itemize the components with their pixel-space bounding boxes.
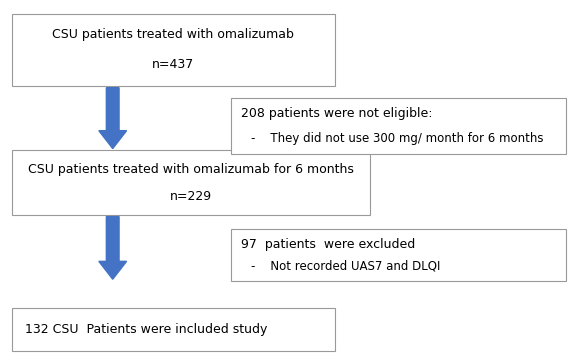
Text: n=437: n=437 xyxy=(152,58,195,71)
FancyBboxPatch shape xyxy=(231,229,566,281)
FancyBboxPatch shape xyxy=(231,98,566,154)
FancyBboxPatch shape xyxy=(12,14,335,86)
Text: CSU patients treated with omalizumab for 6 months: CSU patients treated with omalizumab for… xyxy=(28,163,354,176)
Text: -    They did not use 300 mg/ month for 6 months: - They did not use 300 mg/ month for 6 m… xyxy=(251,132,544,145)
Text: 97  patients  were excluded: 97 patients were excluded xyxy=(241,238,416,251)
Text: 132 CSU  Patients were included study: 132 CSU Patients were included study xyxy=(24,323,267,336)
Text: -    Not recorded UAS7 and DLQI: - Not recorded UAS7 and DLQI xyxy=(251,260,440,273)
FancyArrow shape xyxy=(99,217,127,279)
Text: 208 patients were not eligible:: 208 patients were not eligible: xyxy=(241,107,433,121)
Text: CSU patients treated with omalizumab: CSU patients treated with omalizumab xyxy=(53,28,294,41)
FancyArrow shape xyxy=(99,88,127,149)
FancyBboxPatch shape xyxy=(12,308,335,351)
FancyBboxPatch shape xyxy=(12,150,370,215)
Text: n=229: n=229 xyxy=(170,190,212,203)
